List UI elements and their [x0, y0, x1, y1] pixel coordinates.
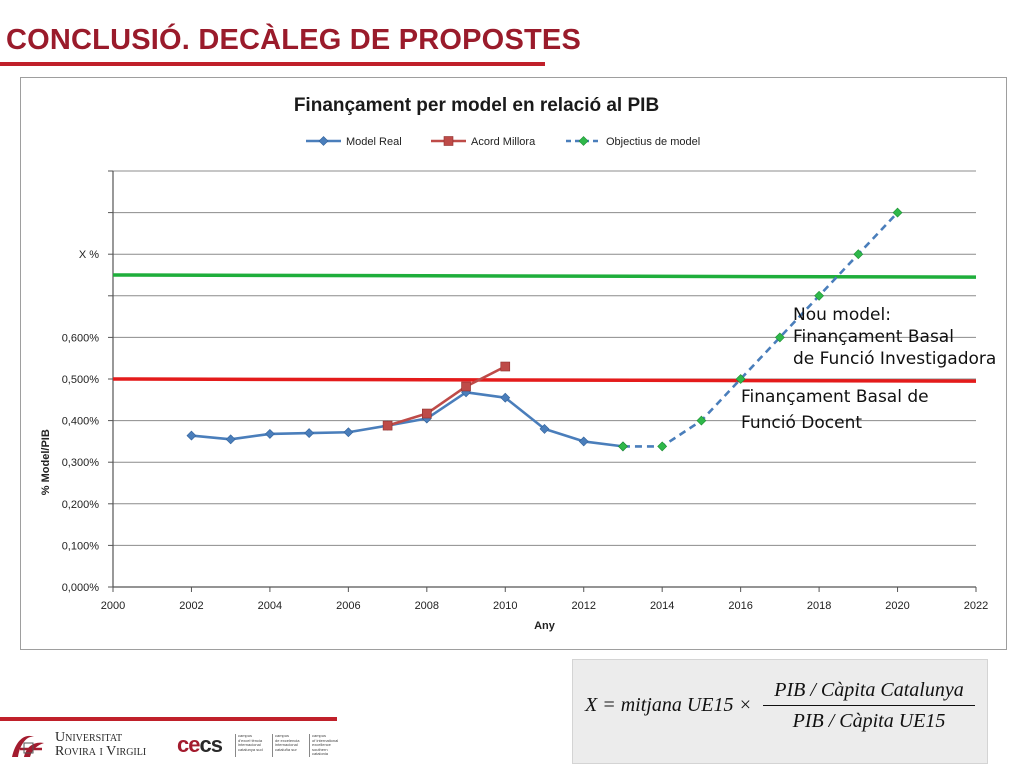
series-0-point-8: [500, 392, 511, 403]
title-rule: [0, 62, 545, 66]
formula-numerator: PIB / Càpita Catalunya: [763, 679, 975, 706]
x-tick-label-10: 2020: [885, 600, 909, 612]
cei-logo-columns: campus d'excel·lència internacional catalun…: [235, 733, 343, 757]
series-1-point-3: [500, 361, 511, 372]
chart-series: [186, 207, 903, 452]
series-1-point-2: [461, 381, 471, 392]
y-tick-label-3: 0,300%: [62, 457, 100, 469]
slide-title: CONCLUSIÓ. DECÀLEG DE PROPOSTES: [6, 24, 581, 56]
series-0-point-0: [186, 430, 197, 441]
series-2-point-7: [892, 207, 903, 218]
series-1-point-0: [382, 420, 393, 431]
legend-label-2: Objectius de model: [606, 136, 700, 148]
legend-label-1: Acord Millora: [471, 136, 536, 148]
y-tick-label-1: 0,100%: [62, 540, 100, 552]
cei-logo-mark: cecs: [177, 732, 223, 757]
formula-box: X = mitjana UE15 × PIB / Càpita Cataluny…: [572, 659, 988, 764]
annotation-basal-docent-0: Finançament Basal de: [741, 387, 929, 407]
series-0-point-4: [343, 427, 354, 438]
series-line-2: [622, 211, 899, 448]
reference-lines: [112, 273, 977, 383]
reference-line-0: [112, 377, 977, 383]
urv-logo: Universitat Rovira i Virgili: [8, 729, 158, 763]
series-0-point-10: [578, 436, 589, 447]
y-axis-title: % Model/PIB: [40, 429, 52, 495]
chart: 0,000% 0,100% 0,200% 0,300% 0,400% 0,500% 0,60…: [40, 95, 996, 632]
x-tick-label-11: 2022: [964, 600, 988, 612]
legend-swatch-marker-2: [578, 136, 589, 146]
x-tick-label-3: 2006: [336, 600, 360, 612]
annotation-nou-model-1: Finançament Basal: [793, 327, 954, 347]
series-2-point-6: [853, 249, 864, 260]
series-line-0: [191, 391, 624, 448]
series-2-point-0: [618, 441, 628, 452]
series-2-point-3: [735, 374, 746, 384]
series-0-point-3: [304, 428, 315, 439]
formula-denominator: PIB / Càpita UE15: [792, 710, 946, 732]
formula-lhs: X = mitjana UE15 ×: [585, 694, 752, 716]
formula-fraction: PIB / Càpita Catalunya PIB / Càpita UE15: [763, 679, 975, 733]
series-1-point-1: [422, 408, 432, 419]
chart-title: Finançament per model en relació al PIB: [294, 95, 659, 116]
y-tick-label-6: 0,600%: [62, 332, 100, 344]
x-tick-label-8: 2016: [728, 600, 752, 612]
cei-col-3: campus of international excellence southern…: [309, 733, 343, 757]
x-axis-title: Any: [534, 620, 556, 632]
series-2-point-1: [657, 441, 668, 452]
x-tick-label-4: 2008: [415, 600, 439, 612]
series-line-1: [387, 365, 506, 427]
urv-logo-mark: [12, 735, 44, 757]
series-2-point-5: [814, 290, 825, 301]
x-tick-label-5: 2010: [493, 600, 517, 612]
legend-label-0: Model Real: [346, 136, 402, 148]
cei-logo: cecs campus d'excel·lència internacional ca…: [177, 727, 338, 763]
series-0-point-2: [264, 428, 275, 439]
x-tick-label-0: 2000: [101, 600, 125, 612]
series-0-point-1: [225, 434, 236, 445]
urv-logo-text: Universitat Rovira i Virgili: [55, 730, 147, 759]
cei-col-2: campus de excelencia internacional cataluña…: [272, 733, 306, 757]
legend-swatch-marker-0: [318, 136, 329, 146]
x-tick-label-9: 2018: [807, 600, 831, 612]
y-tick-label-5: 0,500%: [62, 374, 100, 386]
annotation-basal-docent-1: Funció Docent: [741, 413, 862, 433]
series-2-point-4: [774, 332, 785, 343]
x-tick-label-7: 2014: [650, 600, 674, 612]
legend-swatch-marker-1: [443, 136, 454, 146]
footer-rule: [0, 717, 337, 721]
chart-legend: Model Real Acord Millora Objectius de mode…: [306, 136, 700, 148]
series-2-point-2: [696, 415, 707, 426]
y-tick-label-4: 0,400%: [62, 416, 100, 428]
annotation-nou-model-2: de Funció Investigadora: [793, 349, 996, 369]
chart-labels: 0,000% 0,100% 0,200% 0,300% 0,400% 0,500% 0,60…: [40, 95, 988, 632]
series-0-point-9: [539, 423, 550, 434]
annotation-nou-model-0: Nou model:: [793, 305, 891, 325]
x-tick-label-1: 2002: [179, 600, 203, 612]
cei-col-1: campus d'excel·lència internacional catalun…: [235, 733, 269, 757]
x-tick-label-2: 2004: [258, 600, 282, 612]
chart-frame: 0,000% 0,100% 0,200% 0,300% 0,400% 0,500% 0,60…: [20, 77, 1007, 650]
reference-line-1: [112, 273, 977, 279]
y-tick-label-0: 0,000%: [62, 582, 100, 594]
y-tick-label-2: 0,200%: [62, 499, 100, 511]
x-tick-label-6: 2012: [571, 600, 595, 612]
y-tick-label-8: X %: [79, 249, 99, 261]
